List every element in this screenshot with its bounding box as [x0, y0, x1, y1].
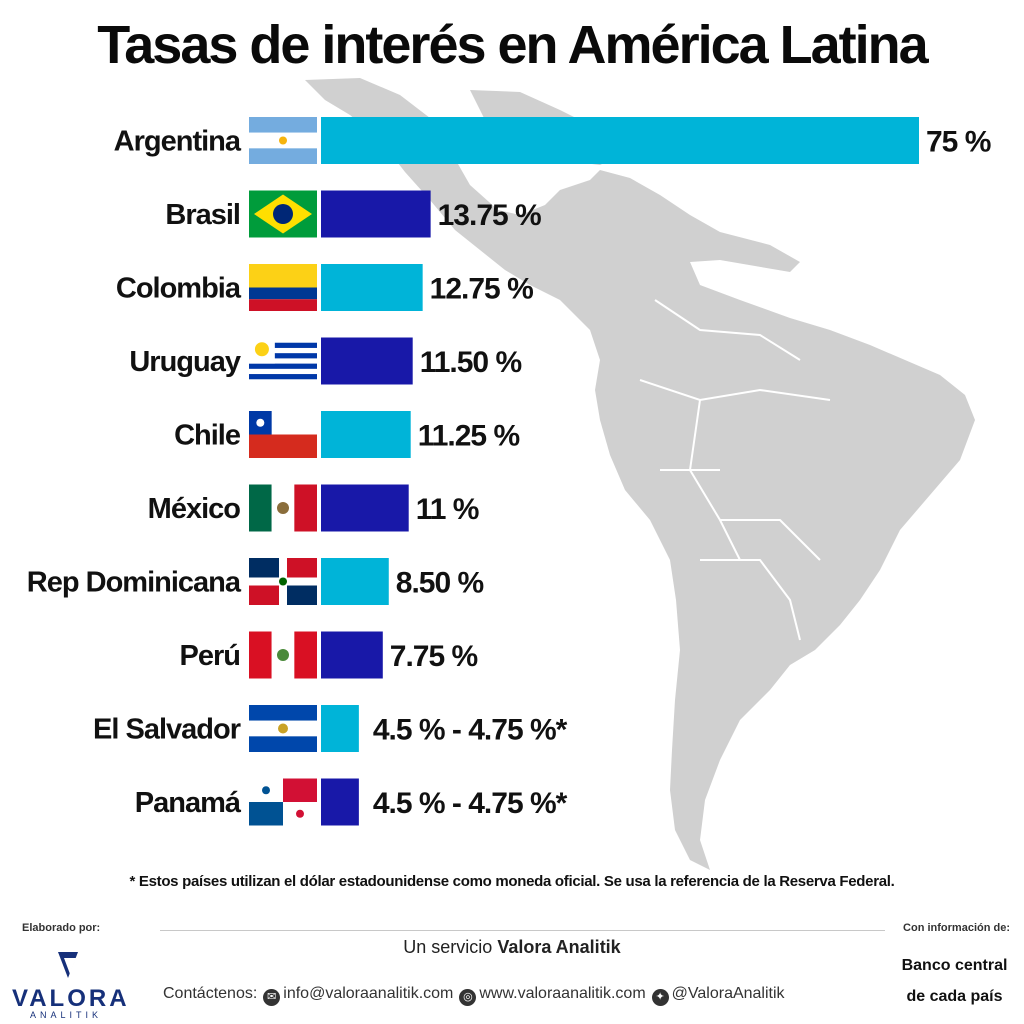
mexico-flag-icon-part — [277, 502, 289, 514]
bar — [321, 778, 359, 826]
contact-label: Contáctenos: — [163, 985, 258, 1002]
bar — [321, 705, 359, 752]
globe-icon: ◎ — [459, 989, 477, 1006]
el-salvador-flag-icon-part — [249, 736, 317, 752]
country-label: Rep Dominicana — [27, 567, 242, 599]
colombia-flag-icon-part — [249, 287, 317, 300]
brazil-flag-icon — [249, 190, 317, 238]
service-line: Un servicio Valora Analitik — [0, 937, 1024, 958]
peru-flag-icon-part — [294, 631, 317, 679]
uruguay-flag-icon-part — [249, 353, 317, 359]
source: Banco central de cada país — [897, 950, 1012, 1012]
argentina-flag-icon-part — [249, 117, 317, 133]
el-salvador-flag-icon-part — [278, 723, 288, 734]
uruguay-flag-icon-part — [249, 363, 317, 369]
twitter-icon: ✦ — [651, 989, 669, 1006]
footnote: * Estos países utilizan el dólar estadou… — [129, 873, 895, 890]
source-caption: Con información de: — [903, 922, 1010, 934]
service-prefix: Un servicio — [403, 937, 498, 957]
chart-title: Tasas de interés en América Latina — [97, 15, 928, 75]
value-label: 4.5 % - 4.75 %* — [373, 787, 568, 820]
colombia-flag-icon-part — [249, 264, 317, 288]
contact-line: Contáctenos: ✉ info@valoraanalitik.com ◎ www… — [163, 985, 785, 1006]
bar — [321, 337, 413, 385]
uruguay-flag-icon-part — [249, 342, 317, 348]
valora-logo-icon — [58, 952, 78, 978]
bar — [321, 190, 431, 238]
country-label: México — [148, 493, 241, 525]
source-line-1: Banco central — [901, 957, 1008, 974]
bar — [321, 484, 409, 532]
service-brand: Valora Analitik — [497, 937, 621, 957]
value-label: 7.75 % — [390, 640, 478, 673]
country-label: Argentina — [114, 126, 242, 158]
argentina-flag-icon-part — [249, 148, 317, 164]
el-salvador-flag-icon — [249, 705, 317, 752]
panama-flag-icon-part — [296, 809, 304, 818]
el-salvador-flag-icon-part — [249, 705, 317, 721]
country-label: Uruguay — [129, 346, 241, 378]
value-label: 11.25 % — [418, 420, 520, 453]
value-label: 13.75 % — [438, 199, 541, 232]
country-label: Perú — [180, 640, 240, 672]
dominican-republic-flag-icon-part — [249, 558, 279, 578]
contact-email[interactable]: info@valoraanalitik.com — [283, 985, 454, 1002]
panama-flag-icon — [249, 778, 317, 826]
panama-flag-icon-part — [283, 778, 317, 802]
uruguay-flag-icon-part — [254, 342, 269, 357]
dominican-republic-flag-icon-part — [279, 577, 287, 586]
value-label: 8.50 % — [396, 567, 484, 600]
elaborado-label: Elaborado por: — [22, 922, 101, 934]
peru-flag-icon — [249, 631, 317, 679]
value-label: 11.50 % — [420, 346, 522, 379]
mexico-flag-icon — [249, 484, 317, 532]
country-label: Panamá — [135, 787, 242, 819]
brazil-flag-icon-part — [273, 204, 293, 224]
logo-wordmark: VALORA — [12, 985, 130, 1012]
uruguay-flag-icon-part — [249, 374, 317, 380]
bar — [321, 264, 423, 311]
argentina-flag-icon-part — [279, 136, 287, 145]
dominican-republic-flag-icon-part — [287, 585, 317, 605]
dominican-republic-flag-icon-part — [287, 558, 317, 578]
dominican-republic-flag-icon — [249, 558, 317, 605]
source-line-2: de cada país — [906, 988, 1003, 1005]
footer-divider — [160, 930, 885, 931]
bar — [321, 631, 383, 679]
email-icon: ✉ — [263, 989, 281, 1006]
argentina-flag-icon — [249, 117, 317, 164]
mexico-flag-icon-part — [249, 484, 272, 532]
bar — [321, 411, 411, 458]
value-label: 11 % — [416, 493, 479, 526]
bar — [321, 558, 389, 605]
country-label: Brasil — [165, 199, 240, 231]
uruguay-flag-icon — [249, 337, 317, 385]
panama-flag-icon-part — [262, 786, 270, 795]
logo-subtitle: ANALITIK — [30, 1010, 103, 1020]
panama-flag-icon-part — [249, 802, 283, 826]
value-label: 75 % — [926, 126, 991, 159]
chile-flag-icon-part — [256, 418, 265, 427]
country-label: El Salvador — [93, 714, 241, 746]
colombia-flag-icon-part — [249, 299, 317, 311]
peru-flag-icon-part — [249, 631, 272, 679]
colombia-flag-icon — [249, 264, 317, 311]
dominican-republic-flag-icon-part — [249, 585, 279, 605]
mexico-flag-icon-part — [294, 484, 317, 532]
chile-flag-icon-part — [249, 434, 317, 458]
contact-twitter[interactable]: @ValoraAnalitik — [671, 985, 785, 1002]
bar — [321, 117, 919, 164]
chile-flag-icon — [249, 411, 317, 458]
value-label: 12.75 % — [430, 273, 533, 306]
contact-website[interactable]: www.valoraanalitik.com — [479, 985, 646, 1002]
country-label: Chile — [174, 420, 241, 452]
country-label: Colombia — [116, 273, 242, 305]
peru-flag-icon-part — [277, 649, 289, 661]
value-label: 4.5 % - 4.75 %* — [373, 714, 568, 747]
